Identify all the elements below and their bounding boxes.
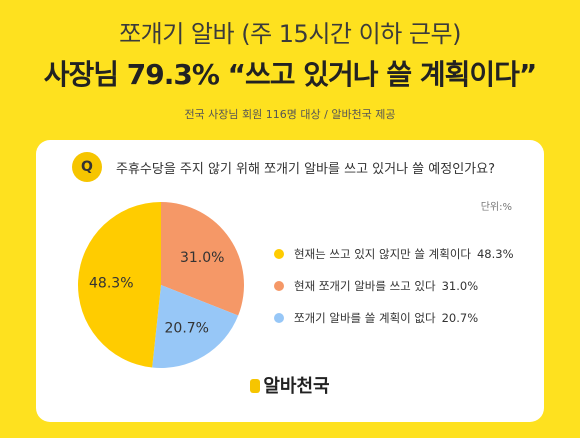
source-note: 전국 사장님 회원 116명 대상 / 알바천국 제공 (184, 108, 396, 121)
headline-line-2: 사장님 79.3% “쓰고 있거나 쓸 계획이다” (43, 58, 538, 91)
headline-line-1: 쪼개기 알바 (주 15시간 이하 근무) (119, 20, 461, 48)
legend-swatch (274, 281, 284, 291)
legend-label: 현재 쪼개기 알바를 쓰고 있다 (294, 279, 436, 293)
pie-value-label: 20.7% (165, 321, 209, 337)
pie-slice (152, 285, 239, 368)
bee-icon (250, 379, 261, 393)
legend-value: 31.0% (441, 279, 479, 293)
legend-value: 20.7% (441, 311, 479, 325)
chart-legend: 현재는 쓰고 있지 않지만 쓸 계획이다 48.3% 현재 쪼개기 알바를 쓰고… (274, 240, 534, 336)
pie-value-label: 48.3% (89, 275, 133, 291)
legend-label: 쪼개기 알바를 쓸 계획이 없다 (294, 311, 436, 325)
unit-label: 단위:% (480, 202, 512, 213)
brand-name: 알바천국 (263, 376, 330, 397)
brand-logo: 알바천국 (36, 372, 544, 398)
legend-value: 48.3% (476, 247, 514, 261)
legend-item: 현재는 쓰고 있지 않지만 쓸 계획이다 48.3% (274, 240, 534, 268)
legend-item: 현재 쪼개기 알바를 쓰고 있다 31.0% (274, 272, 534, 300)
legend-item: 쪼개기 알바를 쓸 계획이 없다 20.7% (274, 304, 534, 332)
question-text: 주휴수당을 주지 않기 위해 쪼개기 알바를 쓰고 있거나 쓸 예정인가요? (116, 162, 495, 177)
legend-swatch (274, 313, 284, 323)
pie-slice (78, 202, 161, 368)
legend-swatch (274, 249, 284, 259)
survey-card: Q 주휴수당을 주지 않기 위해 쪼개기 알바를 쓰고 있거나 쓸 예정인가요?… (36, 140, 544, 422)
legend-label: 현재는 쓰고 있지 않지만 쓸 계획이다 (294, 247, 471, 261)
question-badge: Q (72, 152, 102, 182)
pie-slice (161, 202, 244, 316)
pie-value-label: 31.0% (180, 250, 224, 266)
pie-chart: 31.0% 20.7% 48.3% (78, 202, 244, 368)
